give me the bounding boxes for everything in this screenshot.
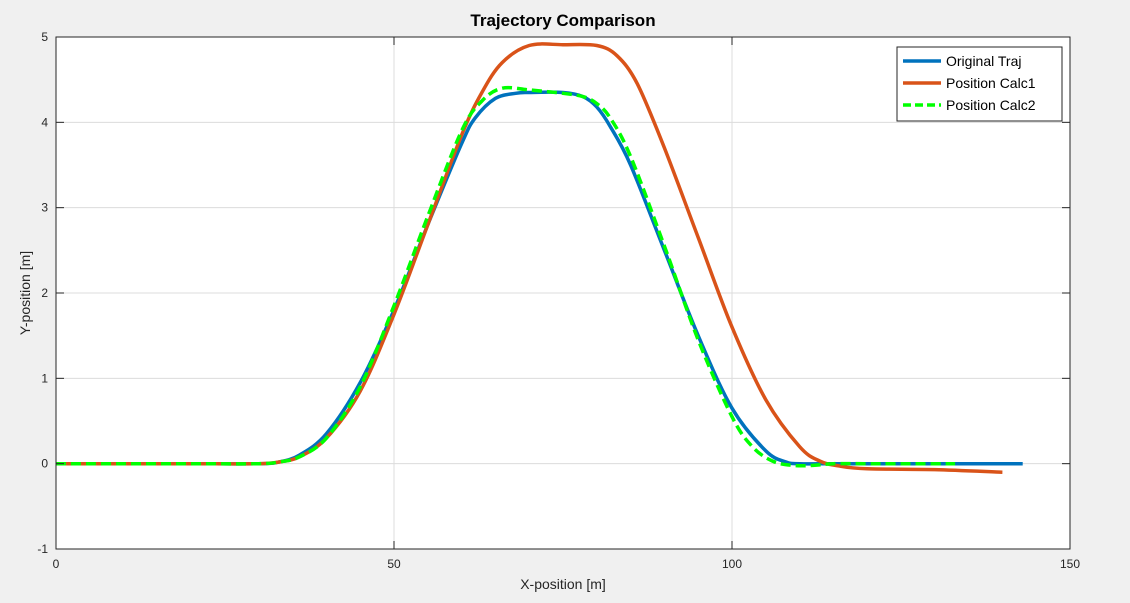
chart-title: Trajectory Comparison [470, 11, 655, 30]
y-tick-label: 0 [41, 457, 48, 471]
y-tick-label: 1 [41, 371, 48, 385]
y-tick-label: 2 [41, 286, 48, 300]
y-tick-label: 5 [41, 30, 48, 44]
y-axis-label: Y-position [m] [17, 251, 33, 335]
x-tick-label: 150 [1060, 557, 1080, 571]
x-axis-label: X-position [m] [520, 576, 606, 592]
legend-label: Original Traj [946, 53, 1021, 69]
x-axis-ticks: 0 50 100 150 [53, 37, 1080, 571]
legend-label: Position Calc2 [946, 97, 1036, 113]
legend-label: Position Calc1 [946, 75, 1036, 91]
y-axis-ticks: -1 0 1 2 3 4 5 [37, 30, 1070, 556]
series-layer [56, 42, 1023, 474]
legend[interactable]: Original Traj Position Calc1 Position Calc… [896, 46, 1063, 122]
y-tick-label: -1 [37, 542, 48, 556]
series-line-position-calc2 [56, 85, 956, 468]
x-tick-label: 0 [53, 557, 60, 571]
y-tick-label: 3 [41, 201, 48, 215]
y-tick-label: 4 [41, 115, 48, 129]
x-tick-label: 100 [722, 557, 742, 571]
x-tick-label: 50 [387, 557, 401, 571]
